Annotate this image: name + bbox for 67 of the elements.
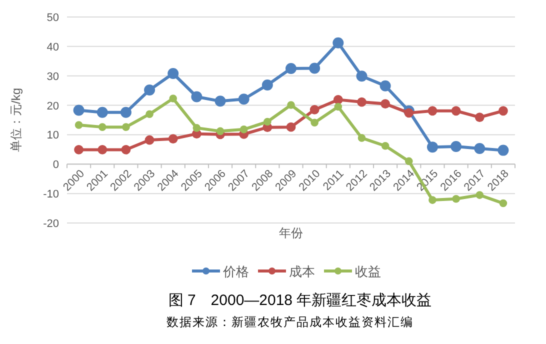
point: [476, 191, 484, 199]
point: [74, 121, 83, 129]
point: [474, 143, 486, 154]
point: [356, 70, 368, 82]
legend-label: 收益: [355, 264, 381, 279]
point: [310, 105, 320, 114]
y-tick-label: 0: [52, 159, 59, 172]
point: [146, 110, 154, 118]
point: [144, 84, 156, 96]
point: [499, 199, 508, 208]
point: [381, 142, 390, 150]
point: [238, 94, 250, 105]
point: [358, 134, 366, 142]
point: [73, 104, 84, 116]
point: [168, 134, 178, 144]
text: 图 7 2000—2018 年新疆红枣成本收益: [168, 292, 432, 309]
point: [120, 106, 132, 118]
y-tick-label: 20: [46, 100, 59, 112]
point: [451, 106, 461, 116]
point: [428, 196, 436, 204]
legend-label: 价格: [222, 264, 249, 279]
point: [144, 135, 154, 145]
point: [380, 80, 391, 92]
point: [191, 91, 202, 102]
y-tick-label: 30: [46, 70, 59, 83]
y-tick-label: -10: [43, 188, 59, 201]
point: [310, 118, 318, 127]
source-note: 数据来源：新疆农牧产品成本收益资料汇编: [166, 315, 414, 329]
point: [216, 127, 224, 136]
point: [333, 94, 343, 104]
y-tick-label: 40: [46, 41, 59, 54]
y-tick-label: -20: [43, 218, 59, 230]
point: [428, 106, 438, 116]
y-tick-label: 50: [46, 12, 59, 24]
point: [214, 96, 226, 107]
point: [498, 106, 508, 116]
point: [357, 97, 366, 107]
point: [98, 123, 106, 131]
point: [74, 145, 84, 154]
point: [122, 123, 130, 131]
point: [450, 140, 462, 152]
y-axis-title: 单位：元/kg: [9, 88, 23, 152]
point: [96, 106, 108, 118]
point: [264, 118, 272, 126]
point: [452, 194, 460, 203]
point: [121, 145, 131, 154]
point: [332, 37, 344, 48]
y-tick-label: 10: [46, 130, 59, 142]
point: [426, 142, 438, 153]
legend-label: 成本: [289, 264, 315, 279]
point: [98, 145, 108, 154]
point: [286, 63, 296, 74]
x-axis-title: 年份: [279, 226, 303, 240]
point: [498, 144, 509, 156]
point: [404, 157, 413, 166]
point: [404, 108, 414, 118]
point: [169, 94, 178, 102]
point: [262, 79, 273, 90]
point: [168, 68, 179, 80]
point: [287, 101, 295, 109]
point: [286, 122, 296, 132]
point: [240, 126, 248, 134]
point: [334, 102, 342, 111]
point: [192, 124, 201, 132]
point: [474, 112, 484, 122]
point: [309, 62, 320, 74]
point: [380, 99, 390, 109]
